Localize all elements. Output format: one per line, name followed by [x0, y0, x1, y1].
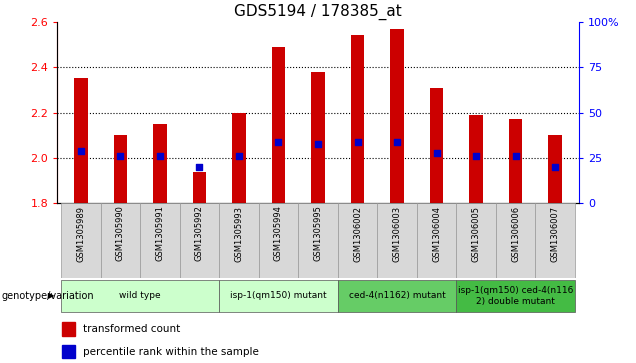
- Bar: [548, 135, 562, 203]
- Bar: [61, 280, 219, 312]
- Bar: [429, 87, 443, 203]
- Title: GDS5194 / 178385_at: GDS5194 / 178385_at: [234, 4, 402, 20]
- Bar: [62, 345, 76, 358]
- Point: [431, 150, 441, 156]
- Bar: [496, 203, 536, 278]
- Point: [234, 153, 244, 159]
- Bar: [193, 172, 207, 203]
- Bar: [153, 124, 167, 203]
- Point: [155, 153, 165, 159]
- Text: GSM1305990: GSM1305990: [116, 205, 125, 261]
- Bar: [100, 203, 140, 278]
- Text: GSM1306006: GSM1306006: [511, 205, 520, 262]
- Text: isp-1(qm150) ced-4(n116
2) double mutant: isp-1(qm150) ced-4(n116 2) double mutant: [458, 286, 573, 306]
- Point: [352, 139, 363, 145]
- Text: GSM1305992: GSM1305992: [195, 205, 204, 261]
- Point: [550, 164, 560, 170]
- Bar: [219, 280, 338, 312]
- Text: GSM1305993: GSM1305993: [235, 205, 244, 261]
- Point: [471, 153, 481, 159]
- Bar: [140, 203, 180, 278]
- Text: GSM1306003: GSM1306003: [392, 205, 401, 262]
- Text: ced-4(n1162) mutant: ced-4(n1162) mutant: [349, 291, 445, 300]
- Text: wild type: wild type: [120, 291, 161, 300]
- Text: genotype/variation: genotype/variation: [1, 291, 94, 301]
- Bar: [259, 203, 298, 278]
- Bar: [338, 203, 377, 278]
- Text: GSM1306002: GSM1306002: [353, 205, 362, 261]
- Point: [195, 164, 205, 170]
- Bar: [509, 119, 522, 203]
- Bar: [74, 78, 88, 203]
- Bar: [180, 203, 219, 278]
- Bar: [232, 113, 246, 203]
- Text: transformed count: transformed count: [83, 324, 181, 334]
- Bar: [311, 72, 325, 203]
- Point: [273, 139, 284, 145]
- Bar: [62, 322, 76, 336]
- Text: GSM1306007: GSM1306007: [551, 205, 560, 262]
- Point: [313, 141, 323, 147]
- Bar: [536, 203, 575, 278]
- Text: GSM1305989: GSM1305989: [76, 205, 85, 261]
- Bar: [114, 135, 127, 203]
- Point: [392, 139, 402, 145]
- Bar: [350, 36, 364, 203]
- Point: [76, 148, 86, 154]
- Bar: [219, 203, 259, 278]
- Bar: [456, 280, 575, 312]
- Text: GSM1306005: GSM1306005: [471, 205, 481, 261]
- Bar: [377, 203, 417, 278]
- Text: GSM1306004: GSM1306004: [432, 205, 441, 261]
- Point: [115, 153, 125, 159]
- Bar: [61, 203, 100, 278]
- Bar: [456, 203, 496, 278]
- Text: GSM1305994: GSM1305994: [274, 205, 283, 261]
- Bar: [272, 47, 286, 203]
- Bar: [338, 280, 456, 312]
- Bar: [469, 115, 483, 203]
- Text: GSM1305995: GSM1305995: [314, 205, 322, 261]
- Text: GSM1305991: GSM1305991: [155, 205, 165, 261]
- Bar: [417, 203, 456, 278]
- Text: isp-1(qm150) mutant: isp-1(qm150) mutant: [230, 291, 327, 300]
- Bar: [298, 203, 338, 278]
- Point: [511, 153, 521, 159]
- Bar: [390, 29, 404, 203]
- Text: percentile rank within the sample: percentile rank within the sample: [83, 347, 259, 357]
